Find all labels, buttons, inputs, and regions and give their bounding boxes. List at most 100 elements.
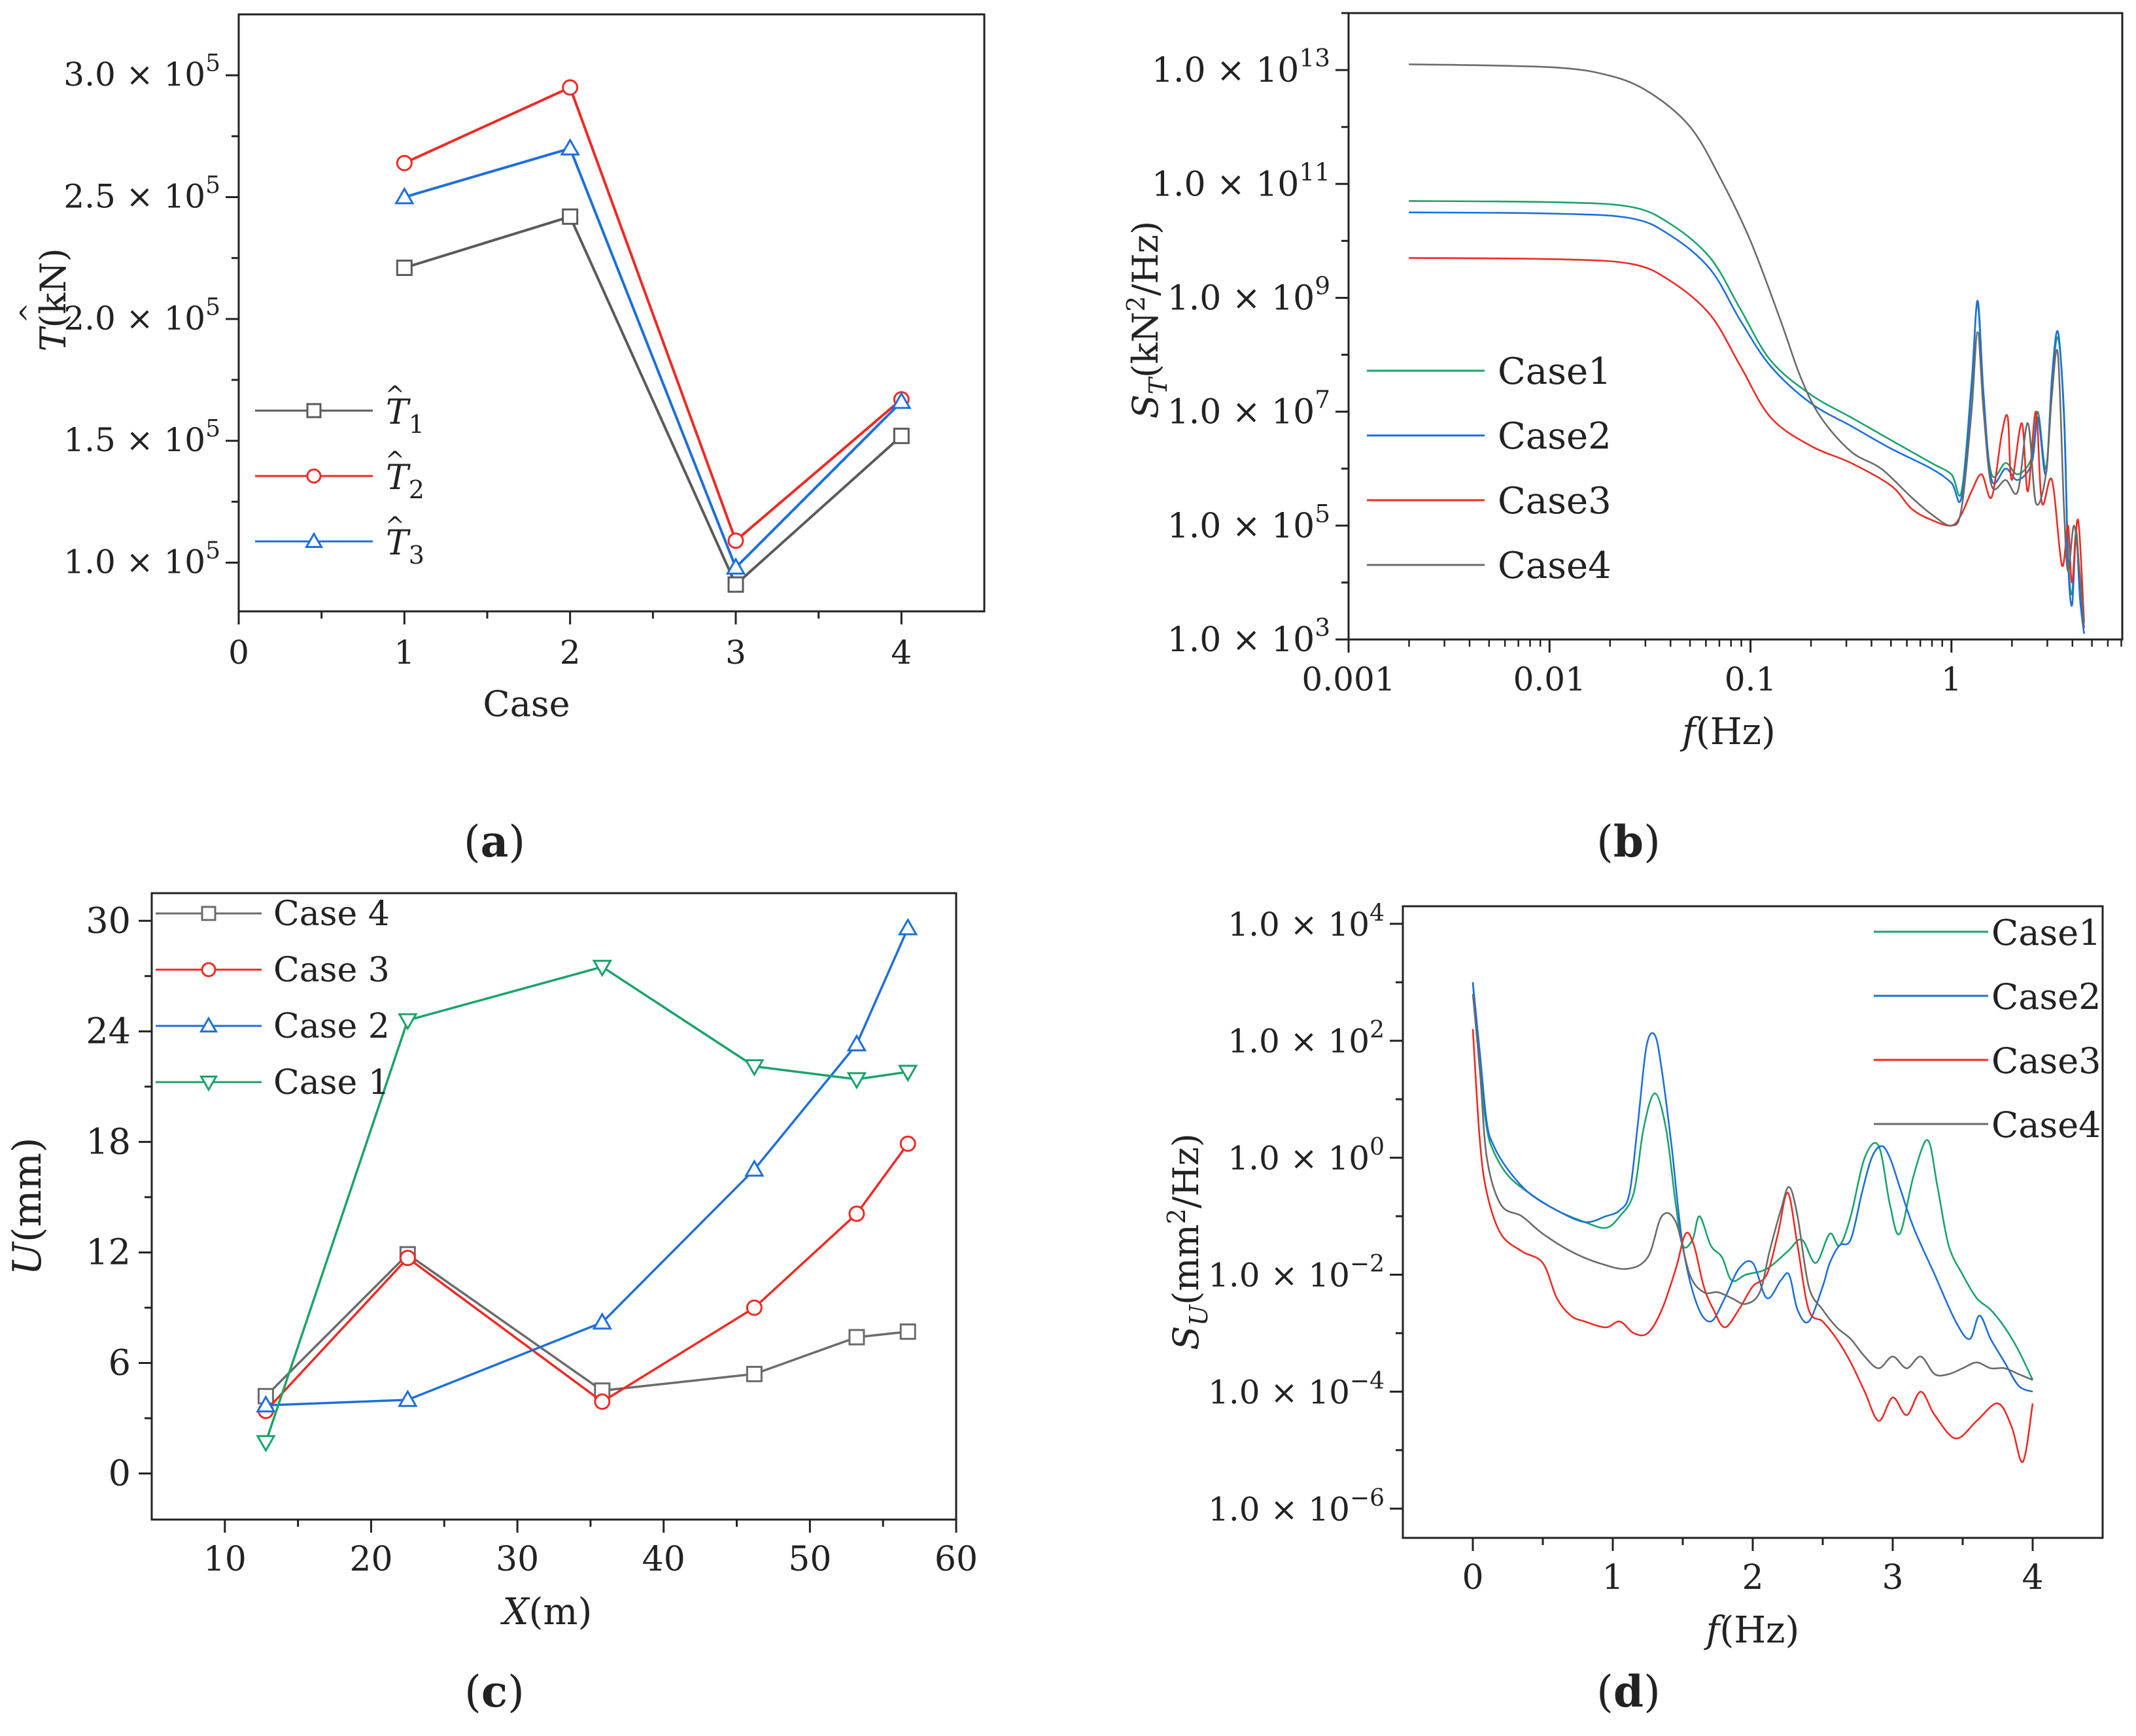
legend-label: T2 xyxy=(386,458,424,504)
x-tick-label: 30 xyxy=(496,1540,539,1579)
legend-label: Case 1 xyxy=(273,1063,390,1102)
data-point xyxy=(899,1323,916,1340)
y-label-tail: /Hz) xyxy=(1165,1133,1207,1208)
data-point xyxy=(846,1072,867,1090)
y-tick-mantissa: 1.0 × 10 xyxy=(1167,507,1315,546)
data-point xyxy=(744,1159,765,1177)
y-tick-exponent: −6 xyxy=(1350,1485,1385,1512)
y-tick-label: 6 xyxy=(109,1342,131,1384)
y-tick-mantissa: 1.0 × 10 xyxy=(1228,1023,1369,1061)
x-tick-label: 0 xyxy=(1462,1558,1483,1597)
x-tick-label: 4 xyxy=(891,634,912,672)
legend-hat: ^ xyxy=(385,382,405,409)
series-line xyxy=(1409,257,2085,622)
x-label-unit: (Hz) xyxy=(1696,711,1776,753)
legend-label: Case2 xyxy=(1498,415,1611,458)
y-label-exponent: 2 xyxy=(1162,1208,1191,1224)
x-tick-label: 4 xyxy=(2022,1558,2043,1597)
x-tick-label: 10 xyxy=(203,1540,247,1579)
series-line xyxy=(404,147,903,569)
y-tick-label: 1.0 × 100 xyxy=(1228,1134,1385,1178)
data-point xyxy=(256,1435,276,1453)
y-label-symbol: S xyxy=(1125,394,1166,418)
data-point xyxy=(897,1064,918,1082)
y-axis-label-group: T(kN)^ xyxy=(15,248,74,351)
legend-hat: ^ xyxy=(385,447,405,474)
y-tick-label: 12 xyxy=(86,1231,131,1272)
y-tick-mantissa: 1.0 × 10 xyxy=(1228,906,1369,944)
y-tick-label: 1.0 × 102 xyxy=(1228,1017,1385,1061)
legend-marker xyxy=(304,532,324,548)
y-label-tail: /Hz) xyxy=(1125,221,1166,296)
plot-frame xyxy=(150,892,957,1521)
x-tick-label: 0 xyxy=(228,634,249,672)
x-tick-label: 40 xyxy=(642,1540,685,1579)
y-tick-mantissa: 1.0 × 10 xyxy=(1152,165,1300,204)
y-tick-label: 1.0 × 105 xyxy=(1167,499,1330,545)
y-tick-exponent: 13 xyxy=(1299,44,1330,73)
legend-label: Case2 xyxy=(1991,976,2101,1017)
data-point xyxy=(899,1135,916,1152)
data-point xyxy=(562,79,579,96)
legend-marker xyxy=(201,962,216,978)
panel-label: (a) xyxy=(464,816,525,867)
legend-label: Case4 xyxy=(1498,545,1611,587)
legend-label: T3 xyxy=(386,524,424,570)
legend-subscript: 1 xyxy=(409,410,424,439)
x-axis-label: X(m) xyxy=(500,1591,593,1633)
y-axis-label-group: SU(mm2/Hz) xyxy=(1162,1133,1213,1350)
x-label-unit: (m) xyxy=(529,1591,593,1633)
y-label-subscript: T xyxy=(1144,376,1173,394)
y-label-hat: ^ xyxy=(0,1242,18,1265)
y-tick-mantissa: 1.0 × 10 xyxy=(1228,1140,1369,1178)
y-axis-label: U(mm) xyxy=(5,1137,50,1275)
x-axis-label: Case xyxy=(483,683,570,724)
legend-symbol: T xyxy=(386,524,411,563)
y-label-subscript: U xyxy=(1184,1304,1213,1326)
y-tick-mantissa: 2.0 × 10 xyxy=(63,299,205,337)
data-point xyxy=(399,1250,416,1267)
y-tick-label: 2.0 × 105 xyxy=(63,294,220,337)
panel-d: 0 1 2 3 41.0 × 10−61.0 × 10−41.0 × 10−21.0 ×… xyxy=(1162,900,2104,1717)
y-tick-exponent: 5 xyxy=(205,172,220,199)
data-point xyxy=(727,532,744,549)
y-tick-exponent: 11 xyxy=(1299,158,1330,186)
series-line xyxy=(266,927,909,1407)
panel-letter: a xyxy=(481,816,509,867)
legend-label: Case 2 xyxy=(273,1007,390,1046)
y-label-unit: (kN xyxy=(1125,312,1166,378)
panel-paren: ) xyxy=(508,817,525,867)
data-point xyxy=(848,1329,865,1346)
legend-marker xyxy=(306,403,322,418)
y-tick-label: 1.5 × 105 xyxy=(63,416,220,460)
y-tick-exponent: 9 xyxy=(1315,271,1330,300)
data-point xyxy=(848,1205,865,1222)
panel-letter: c xyxy=(481,1666,508,1717)
y-tick-mantissa: 1.0 × 10 xyxy=(63,543,205,581)
panel-paren: ) xyxy=(1644,817,1661,867)
data-point xyxy=(846,1034,867,1051)
y-tick-exponent: 5 xyxy=(1315,499,1330,528)
y-tick-label: 2.5 × 105 xyxy=(63,172,220,216)
series-line xyxy=(1409,211,2085,634)
legend-label: Case1 xyxy=(1498,350,1611,393)
y-label-unit: (mm) xyxy=(5,1137,50,1242)
data-point xyxy=(744,1059,765,1077)
x-tick-label: 50 xyxy=(788,1540,831,1579)
legend-marker xyxy=(306,468,322,484)
legend-marker xyxy=(199,1076,218,1092)
x-tick-label: 20 xyxy=(349,1540,392,1579)
panel-paren: ( xyxy=(464,817,481,867)
series-line xyxy=(265,1143,909,1412)
x-label-unit: (Hz) xyxy=(1719,1609,1799,1652)
y-label-hat: ^ xyxy=(15,303,44,324)
series-line xyxy=(264,965,908,1443)
y-tick-label: 0 xyxy=(109,1453,131,1494)
panel-paren: ( xyxy=(1596,817,1613,867)
series-line xyxy=(404,215,903,586)
data-point xyxy=(594,1393,611,1410)
data-point xyxy=(746,1365,763,1382)
y-tick-exponent: 5 xyxy=(205,537,220,564)
